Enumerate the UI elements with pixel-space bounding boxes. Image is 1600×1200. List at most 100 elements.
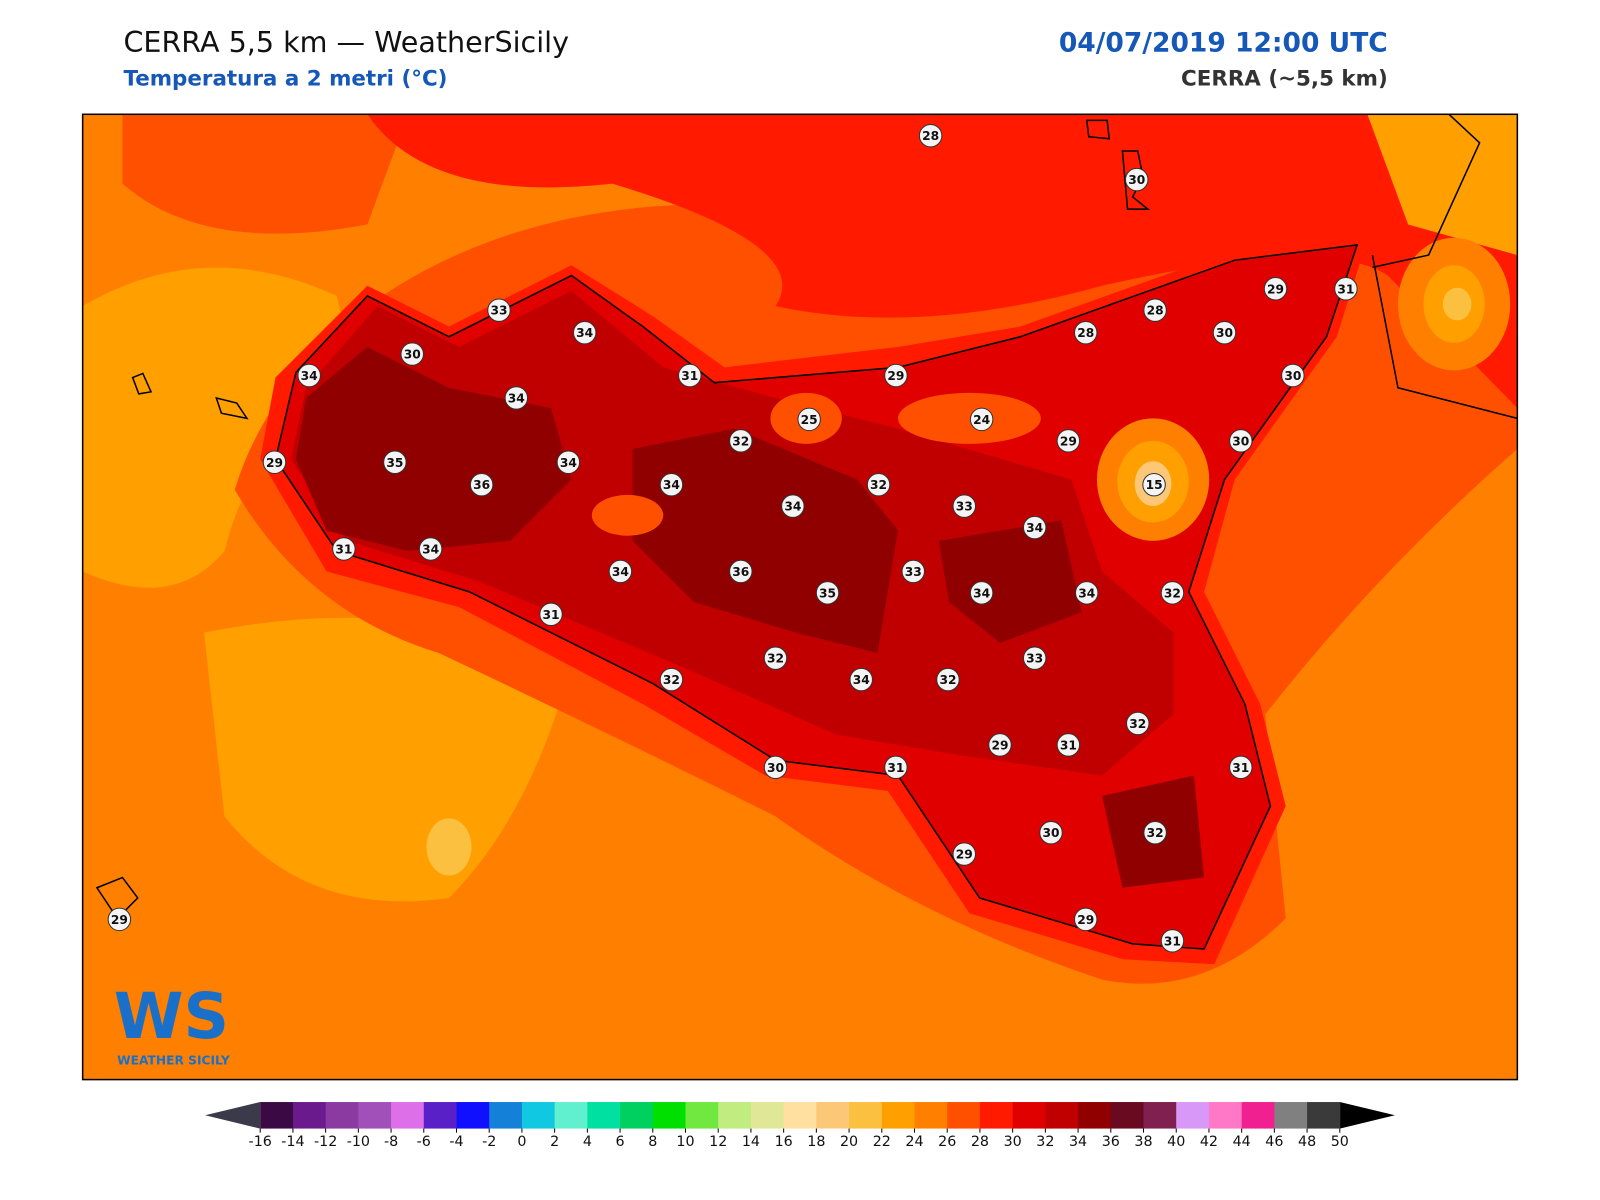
colorbar-segment (456, 1102, 490, 1129)
colorbar-segment (1176, 1102, 1210, 1129)
station-marker (469, 472, 494, 497)
station-value: 34 (508, 391, 525, 405)
station-value: 28 (1077, 326, 1094, 340)
station-marker (297, 363, 321, 388)
station-value: 34 (784, 500, 801, 514)
colorbar-segment (979, 1102, 1014, 1129)
station-marker (1142, 472, 1166, 497)
station-value: 28 (1147, 304, 1164, 318)
colorbar-tick-label: 12 (709, 1134, 727, 1150)
station-value: 34 (576, 326, 593, 340)
station-value: 29 (1060, 434, 1077, 448)
colorbar-segment (718, 1102, 752, 1129)
colorbar-segment (325, 1102, 359, 1129)
station-marker (1160, 929, 1185, 953)
colorbar-tick-label: 14 (742, 1134, 760, 1150)
station-value: 32 (663, 673, 680, 687)
station-value: 32 (1129, 717, 1146, 731)
station-marker (884, 363, 908, 388)
station-value: 31 (1164, 934, 1181, 948)
colorbar-tick-label: 40 (1167, 1134, 1185, 1150)
station-value: 31 (1060, 738, 1077, 752)
colorbar-tick-label: 26 (938, 1134, 956, 1150)
station-marker (729, 559, 753, 584)
station-value: 31 (681, 369, 698, 383)
colorbar-segment (1045, 1102, 1079, 1129)
colorbar-segment (1307, 1102, 1341, 1129)
station-value: 29 (1077, 913, 1094, 927)
station-value: 34 (853, 673, 870, 687)
station-value: 36 (732, 565, 749, 579)
station-value: 32 (732, 434, 749, 448)
station-value: 29 (111, 913, 128, 927)
station-marker (781, 494, 805, 518)
station-value: 31 (335, 543, 352, 557)
station-marker (1039, 820, 1063, 845)
stations: 28 30 33 34 30 34 31 29 28 28 30 29 31 30 34 25 24 29 30 29… (107, 123, 1358, 953)
station-marker (659, 667, 684, 692)
station-value: 35 (819, 586, 836, 600)
station-marker (969, 581, 994, 605)
station-marker (556, 450, 581, 474)
station-marker (849, 667, 873, 692)
station-marker (1143, 298, 1167, 322)
colorbar-tick-label: 46 (1265, 1134, 1283, 1150)
station-marker (1056, 429, 1081, 453)
station-value: 34 (973, 586, 990, 600)
station-marker (1263, 277, 1288, 301)
colorbar-segment (783, 1102, 817, 1129)
colorbar-tick-label: -6 (417, 1134, 431, 1150)
station-marker (1075, 581, 1099, 605)
station-value: 33 (490, 304, 507, 318)
colorbar-segment (1274, 1102, 1308, 1129)
colorbar-segment (652, 1102, 687, 1129)
colorbar-segment (423, 1102, 458, 1129)
station-marker (952, 842, 977, 866)
map-frame (81, 113, 1519, 1081)
station-value: 35 (386, 456, 403, 470)
station-marker (332, 537, 356, 561)
station-marker (262, 450, 287, 474)
station-marker (763, 755, 788, 780)
colorbar-tick-label: -4 (449, 1134, 463, 1150)
station-marker (1229, 755, 1253, 780)
station-marker (815, 581, 840, 605)
colorbar-tick-label: 24 (905, 1134, 923, 1150)
station-marker (952, 494, 977, 518)
colorbar-tick-label: 32 (1036, 1134, 1054, 1150)
station-value: 29 (991, 738, 1008, 752)
station-marker (1334, 277, 1358, 301)
station-marker (539, 602, 563, 627)
station-marker (1281, 363, 1305, 388)
station-marker (1125, 167, 1149, 192)
station-marker (678, 363, 702, 388)
station-value: 33 (1026, 652, 1043, 666)
colorbar-segment (620, 1102, 654, 1129)
colorbar-tick-label: -2 (482, 1134, 496, 1150)
colorbar-segment (1241, 1102, 1275, 1129)
station-value: 34 (1026, 521, 1043, 535)
station-value: 15 (1146, 478, 1163, 492)
colorbar-segment (489, 1102, 523, 1129)
colorbar-tick-label: 30 (1004, 1134, 1022, 1150)
station-value: 30 (1043, 826, 1060, 840)
station-marker (608, 559, 633, 584)
colorbar-segment (881, 1102, 916, 1129)
station-value: 33 (905, 565, 922, 579)
station-marker (866, 472, 891, 497)
station-marker (487, 298, 511, 322)
station-marker (1022, 646, 1047, 670)
station-marker (884, 755, 908, 780)
colorbar-segment (1208, 1102, 1243, 1129)
station-marker (1073, 907, 1098, 932)
station-value: 32 (939, 673, 956, 687)
logo-name: WEATHER SICILY (117, 1054, 230, 1068)
colorbar-segment (292, 1102, 327, 1129)
station-marker (918, 123, 943, 148)
colorbar-tick-label: 50 (1331, 1134, 1349, 1150)
colorbar-segment (750, 1102, 785, 1129)
title: CERRA 5,5 km — WeatherSicily (123, 25, 569, 59)
colorbar-segment (849, 1102, 883, 1129)
colorbar-tick-label: 10 (676, 1134, 694, 1150)
station-value: 29 (266, 456, 283, 470)
